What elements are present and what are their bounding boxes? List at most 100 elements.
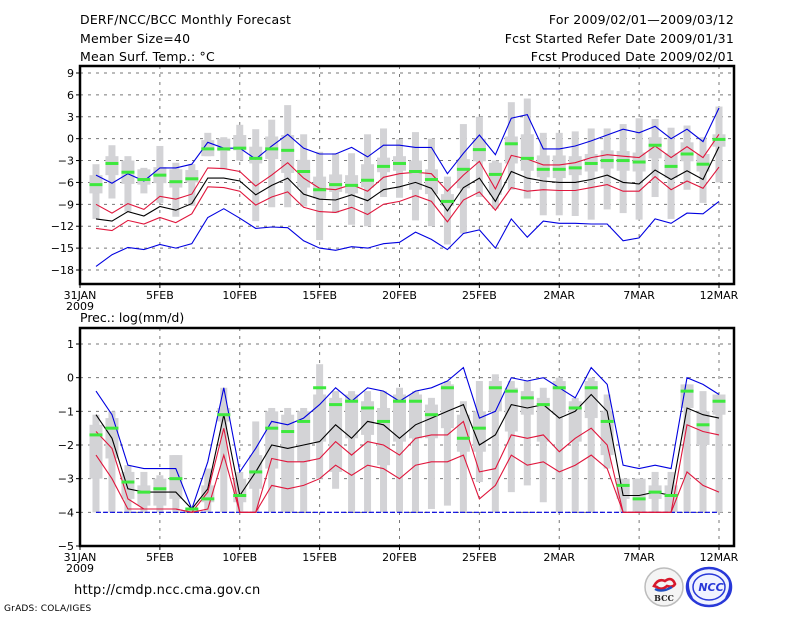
box-bar — [456, 159, 470, 189]
member-marker — [313, 386, 327, 390]
member-marker — [552, 386, 566, 390]
whisker-bar — [587, 128, 595, 220]
y-tick-label: 9 — [67, 67, 74, 80]
member-marker — [696, 162, 710, 166]
box-bar — [520, 391, 534, 415]
bcc-logo: BCC — [644, 567, 684, 607]
member-marker — [440, 386, 454, 390]
produced-date: Fcst Produced Date 2009/02/01 — [530, 49, 734, 64]
whisker-bar — [427, 397, 435, 509]
member-marker — [440, 199, 454, 203]
y-tick-label: −18 — [51, 264, 74, 277]
x-tick-label: 2MAR — [543, 551, 575, 564]
member-marker — [504, 142, 518, 146]
member-marker — [712, 137, 726, 141]
member-marker — [249, 470, 263, 474]
member-marker — [584, 161, 598, 165]
member-marker — [89, 183, 103, 187]
member-marker — [456, 167, 470, 171]
inner-lower-line — [95, 453, 720, 513]
box-bar — [233, 135, 247, 151]
bcc-logo-label: BCC — [654, 593, 674, 603]
whisker-bar — [699, 391, 707, 513]
member-marker — [393, 161, 406, 165]
x-tick-label: 20FEB — [382, 551, 417, 564]
y-tick-label: −1 — [58, 405, 74, 418]
y-tick-label: −2 — [58, 439, 74, 452]
inner-upper-line — [95, 420, 720, 513]
whisker-bar — [411, 391, 419, 513]
outer-upper-line — [95, 366, 720, 511]
member-marker — [680, 389, 694, 393]
whisker-bar — [523, 381, 531, 486]
box-bar — [169, 169, 183, 188]
member-marker — [185, 507, 199, 511]
x-tick-label: 20FEB — [382, 289, 417, 302]
whisker-bar — [715, 394, 723, 513]
member-marker — [696, 423, 710, 427]
box-bar — [424, 169, 438, 195]
outer-lower-line — [95, 200, 720, 267]
whisker-bar — [220, 387, 228, 513]
website-url[interactable]: http://cmdp.ncc.cma.gov.cn — [74, 583, 261, 598]
member-marker — [664, 494, 678, 497]
member-marker — [345, 399, 359, 403]
member-marker — [297, 170, 311, 173]
member-marker — [233, 494, 247, 497]
member-marker — [105, 426, 119, 430]
whisker-bar — [491, 374, 499, 513]
member-marker — [632, 160, 646, 164]
member-marker — [424, 413, 438, 417]
member-marker — [552, 167, 566, 171]
whisker-bar — [555, 377, 563, 513]
x-tick-label: 12MAR — [700, 551, 739, 564]
x-tick-label: 2MAR — [543, 289, 575, 302]
member-marker — [217, 147, 231, 151]
box-bar — [313, 176, 327, 199]
member-marker — [408, 399, 422, 403]
member-marker — [408, 170, 422, 173]
member-marker — [504, 389, 518, 393]
box-bar — [185, 508, 199, 513]
box-bar — [568, 156, 582, 176]
member-marker — [137, 178, 151, 182]
member-marker — [536, 403, 550, 407]
member-marker — [648, 143, 662, 147]
chart-title: DERF/NCC/BCC Monthly Forecast — [80, 12, 292, 27]
member-marker — [584, 386, 598, 390]
box-bar — [488, 162, 502, 195]
box-bar — [504, 387, 518, 432]
y-tick-label: 0 — [67, 372, 74, 385]
y-tick-label: 3 — [67, 111, 74, 124]
y-tick-label: 1 — [67, 338, 74, 351]
box-bar — [536, 155, 550, 178]
box-bar — [520, 134, 534, 171]
box-bar — [185, 170, 199, 183]
variable-label: Mean Surf. Temp.: °C — [80, 49, 215, 64]
member-marker — [520, 396, 534, 400]
x-tick-label: 10FEB — [222, 551, 257, 564]
member-marker — [329, 183, 343, 187]
y-tick-label: 6 — [67, 89, 74, 102]
box-bar — [584, 381, 598, 419]
member-marker — [297, 419, 311, 423]
member-marker — [680, 152, 694, 156]
member-marker — [488, 172, 502, 176]
whisker-bar — [443, 381, 451, 506]
member-marker — [361, 178, 375, 182]
whisker-bar — [220, 137, 228, 170]
member-marker — [121, 480, 135, 484]
box-bar — [712, 394, 726, 415]
whisker-bar — [188, 164, 196, 206]
box-bar — [680, 142, 694, 162]
member-marker — [472, 426, 486, 430]
member-marker — [249, 156, 263, 160]
member-marker — [600, 419, 614, 423]
outer-upper-line — [95, 107, 720, 184]
inner-upper-line — [95, 133, 720, 214]
member-marker — [217, 413, 231, 417]
member-marker — [89, 433, 103, 437]
